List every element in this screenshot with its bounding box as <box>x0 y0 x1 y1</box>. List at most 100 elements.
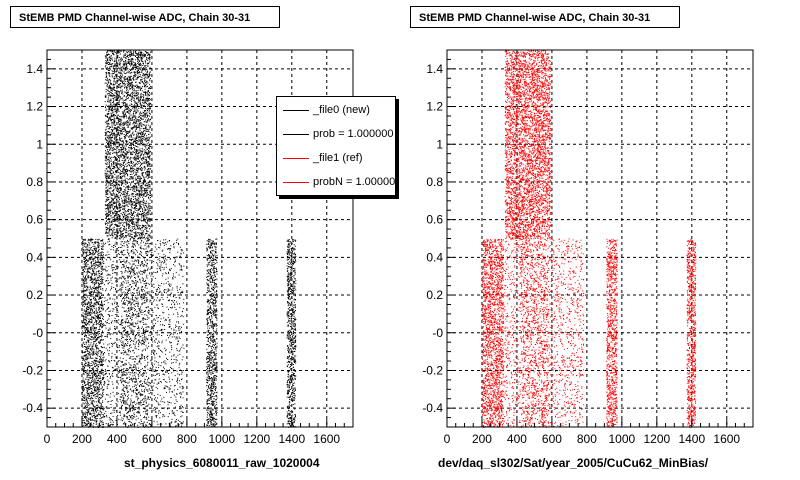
data-point <box>134 282 136 284</box>
data-point <box>82 266 84 268</box>
data-point <box>150 359 152 361</box>
data-point <box>138 361 140 363</box>
data-point <box>90 240 92 242</box>
data-point <box>177 343 179 345</box>
data-point <box>126 293 128 295</box>
data-point <box>93 382 95 384</box>
data-point <box>128 106 129 108</box>
data-point <box>115 95 117 97</box>
data-point <box>110 91 112 93</box>
data-point <box>114 251 116 253</box>
data-point <box>101 268 103 270</box>
data-point <box>101 266 103 268</box>
data-point <box>177 251 179 253</box>
data-point <box>126 368 128 370</box>
data-point <box>97 264 99 266</box>
data-point <box>163 312 165 314</box>
data-point <box>85 266 87 268</box>
data-point <box>93 267 95 269</box>
data-point <box>103 388 105 390</box>
data-point <box>118 376 119 378</box>
data-point <box>93 282 95 284</box>
data-point <box>96 251 98 253</box>
data-point <box>89 382 91 384</box>
data-point <box>177 292 179 293</box>
data-point <box>97 317 99 318</box>
data-point <box>90 382 92 383</box>
data-point <box>87 369 88 371</box>
data-point <box>151 285 153 287</box>
data-point <box>145 336 147 338</box>
data-point <box>90 267 92 269</box>
data-point <box>96 241 98 243</box>
data-point <box>98 324 100 325</box>
data-point <box>92 258 94 260</box>
data-point <box>128 350 129 352</box>
data-point <box>93 360 95 361</box>
data-point <box>87 287 88 288</box>
data-point <box>82 240 84 242</box>
data-point <box>114 76 116 78</box>
data-point <box>158 410 160 412</box>
data-point <box>130 400 132 402</box>
data-point <box>85 260 87 261</box>
data-point <box>121 344 123 346</box>
data-point <box>88 408 90 410</box>
data-point <box>125 352 127 354</box>
data-point <box>86 358 88 360</box>
data-point <box>116 52 118 54</box>
data-point <box>157 265 159 267</box>
data-point <box>123 402 125 404</box>
data-point <box>118 367 120 369</box>
data-point <box>102 360 104 362</box>
data-point <box>89 375 91 377</box>
data-point <box>120 400 122 402</box>
data-point <box>163 258 165 260</box>
data-point <box>83 370 84 372</box>
data-point <box>115 249 117 251</box>
data-point <box>110 188 112 190</box>
data-point <box>98 373 100 375</box>
data-point <box>106 75 108 77</box>
data-point <box>116 116 118 118</box>
data-point <box>85 314 87 316</box>
data-point <box>92 272 94 274</box>
data-point <box>107 105 109 107</box>
data-point <box>179 257 181 259</box>
data-point <box>127 80 129 82</box>
data-point <box>145 62 146 64</box>
data-point <box>119 261 121 263</box>
data-point <box>162 324 164 326</box>
data-point <box>153 271 155 273</box>
data-point <box>146 240 148 242</box>
data-point <box>130 80 132 81</box>
data-point <box>98 238 100 240</box>
data-point <box>87 271 89 273</box>
data-point <box>88 361 90 363</box>
data-point <box>130 267 132 268</box>
data-point <box>136 341 137 343</box>
data-point <box>170 345 172 347</box>
data-point <box>158 293 159 295</box>
data-point <box>95 247 97 249</box>
data-point <box>138 401 140 403</box>
data-point <box>130 99 132 101</box>
data-point <box>108 281 110 283</box>
data-point <box>128 86 130 88</box>
data-point <box>157 342 158 344</box>
data-point <box>98 252 100 254</box>
data-point <box>117 415 119 416</box>
data-point <box>143 270 145 272</box>
data-point <box>141 231 143 233</box>
data-point <box>145 423 147 425</box>
data-point <box>143 264 145 266</box>
data-point <box>133 239 135 241</box>
data-point <box>100 405 102 407</box>
data-point <box>128 297 129 299</box>
data-point <box>87 337 89 338</box>
data-point <box>143 421 145 423</box>
data-point <box>95 312 97 314</box>
data-point <box>83 283 85 285</box>
data-point <box>133 288 135 290</box>
data-point <box>94 256 96 257</box>
